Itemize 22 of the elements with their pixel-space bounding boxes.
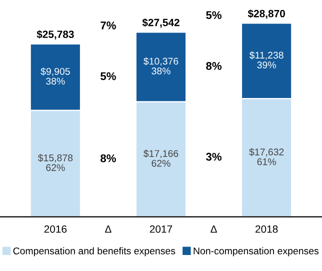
total-label: $28,870 (248, 9, 285, 19)
annotation: 3% (206, 152, 222, 161)
x-tick-label: 2016 (44, 225, 67, 233)
x-tick-label: 2017 (150, 225, 172, 233)
x-tick-label: 2018 (256, 225, 278, 233)
data-label: $15,878 62% (38, 154, 73, 172)
text: 5% (206, 11, 222, 20)
data-label: $17,632 61% (249, 148, 284, 166)
annotation: 7% (100, 22, 116, 30)
x-tick-label: Δ (210, 226, 217, 233)
total-label: $25,783 (36, 30, 74, 40)
total-label: $27,542 (142, 18, 180, 28)
annotation: 5% (100, 72, 116, 80)
annotation: 8% (100, 154, 116, 162)
data-label: $9,905 38% (40, 68, 70, 85)
x-tick-label: Δ (105, 226, 112, 233)
data-label: $11,238 39% (249, 51, 284, 68)
legend-label: Non-compensation expenses (194, 247, 319, 256)
data-label: $10,376 38% (144, 57, 178, 74)
legend-label: Compensation and benefits expenses (13, 247, 176, 256)
annotation: 8% (206, 62, 222, 70)
data-label: $17,166 62% (144, 150, 178, 167)
